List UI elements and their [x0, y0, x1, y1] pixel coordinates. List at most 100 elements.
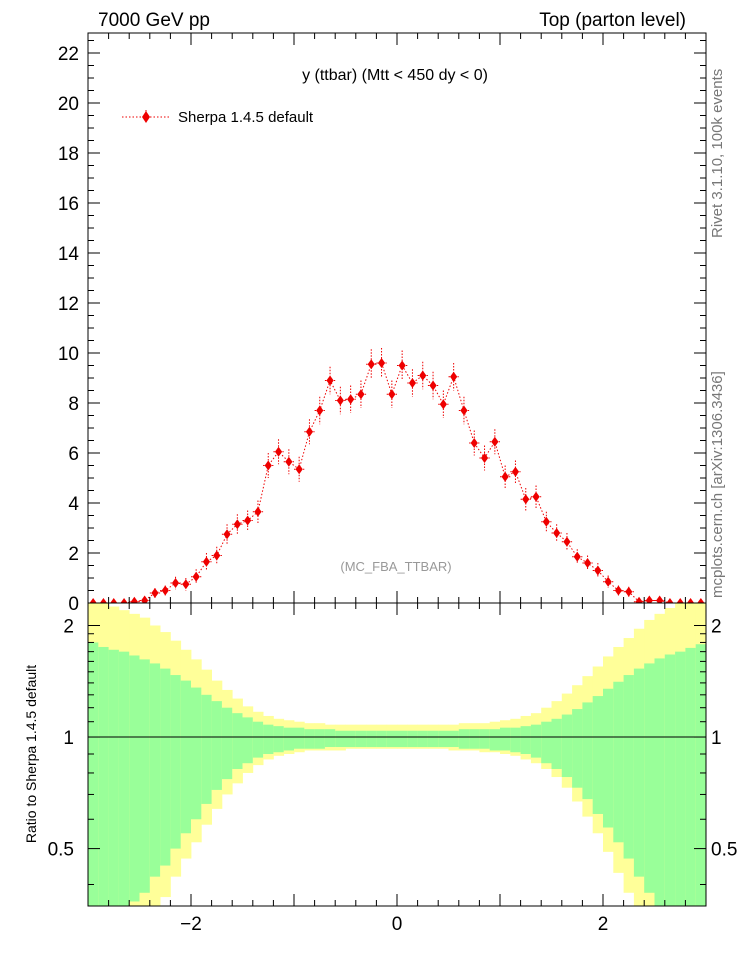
ratio-inner-band-bin [283, 727, 295, 751]
data-point-diamond [336, 395, 344, 406]
data-point-diamond [450, 371, 458, 382]
ratio-inner-band-bin [304, 729, 315, 749]
ratio-inner-band-bin [469, 729, 480, 749]
ratio-inner-band-bin [252, 721, 264, 758]
ratio-inner-band-bin [139, 659, 151, 893]
data-point-diamond [357, 389, 365, 400]
ratio-inner-band-bin [520, 726, 532, 755]
ratio-inner-band-bin [191, 687, 202, 820]
main-plot-data-layer [88, 348, 706, 603]
ratio-inner-band-bin [479, 729, 491, 749]
data-point-diamond [223, 529, 231, 540]
ratio-inner-band-bin [438, 730, 449, 748]
ratio-y-tick-label-right: 2 [711, 616, 722, 637]
ratio-inner-band-bin [366, 730, 377, 748]
ratio-y-tick-label-right: 1 [711, 728, 722, 749]
ratio-inner-band-bin [644, 663, 655, 893]
data-point-diamond [120, 598, 128, 603]
ratio-inner-band-bin [561, 714, 573, 778]
ratio-inner-band-bin [417, 730, 429, 748]
data-point-diamond [625, 586, 633, 597]
data-point-diamond [151, 588, 159, 598]
data-point-diamond [429, 380, 437, 391]
ratio-inner-band-bin [98, 646, 109, 906]
ratio-plot-axis-ticks: 0.5 0.5 1 1 2 2 −2 0 2 [48, 603, 737, 935]
data-point-diamond [89, 598, 97, 603]
y-tick-label: 6 [68, 444, 79, 465]
data-point-diamond [388, 389, 396, 400]
data-point-diamond [656, 595, 664, 603]
data-point-diamond [233, 519, 241, 530]
ratio-y-axis-label: Ratio to Sherpa 1.4.5 default [23, 665, 39, 843]
x-tick-label: 2 [598, 914, 609, 935]
y-tick-label: 14 [58, 244, 80, 265]
ratio-inner-band-bin [685, 647, 697, 906]
ratio-inner-band-bin [623, 675, 635, 859]
ratio-bands-layer [88, 603, 706, 906]
data-point-diamond [99, 598, 108, 603]
ratio-inner-band-bin [180, 680, 192, 834]
ratio-inner-band-bin [633, 668, 645, 877]
ratio-inner-band-bin [108, 649, 120, 906]
data-point-diamond [408, 378, 417, 388]
ratio-inner-band-bin [572, 709, 583, 788]
ratio-inner-band-bin [448, 730, 460, 748]
ratio-inner-band-bin [345, 730, 357, 748]
ratio-inner-band-bin [149, 663, 161, 877]
ratio-inner-band-bin [211, 701, 223, 790]
data-point-diamond [130, 596, 138, 603]
ratio-inner-band-bin [201, 694, 212, 804]
y-tick-label: 16 [58, 194, 79, 215]
data-point-diamond [511, 466, 520, 477]
ratio-inner-band-bin [294, 727, 305, 749]
y-tick-label: 8 [68, 394, 79, 415]
ratio-inner-band-bin [427, 730, 439, 748]
data-point-diamond [645, 595, 653, 603]
ratio-inner-band-bin [654, 658, 666, 906]
ratio-y-tick-label-left: 0.5 [48, 840, 74, 861]
legend-label: Sherpa 1.4.5 default [178, 109, 314, 126]
ratio-inner-band-bin [88, 642, 99, 906]
ratio-plot-panel: 0.5 0.5 1 1 2 2 −2 0 2 Ratio to Sherpa 1.4.5 def… [23, 602, 737, 935]
ratio-inner-band-bin [118, 651, 130, 906]
data-point-diamond [583, 558, 592, 568]
ratio-inner-band-bin [242, 717, 254, 764]
data-point-diamond [697, 598, 705, 603]
ratio-y-tick-label-left: 1 [63, 728, 74, 749]
ratio-inner-band-bin [603, 688, 614, 828]
data-point-diamond [202, 556, 211, 567]
ratio-inner-band-bin [376, 730, 388, 748]
data-point-diamond [491, 436, 499, 447]
ratio-inner-band-bin [232, 713, 243, 769]
ratio-inner-band-bin [675, 651, 686, 906]
main-plot-panel: 0 2 4 6 8 10 12 14 16 18 20 22 y (ttbar) (Mtt < 450… [58, 32, 707, 615]
rivet-version-text: Rivet 3.1.10, 100k events [709, 69, 726, 238]
data-point-diamond [171, 578, 180, 588]
ratio-y-tick-label-left: 2 [63, 616, 74, 637]
y-tick-label: 2 [68, 544, 79, 565]
y-tick-label: 22 [58, 44, 79, 65]
ratio-inner-band-bin [397, 730, 408, 748]
ratio-inner-band-bin [500, 727, 511, 751]
x-tick-label: −2 [180, 914, 202, 935]
ratio-inner-band-bin [386, 730, 398, 748]
data-point-diamond [542, 516, 550, 527]
data-point-diamond [213, 550, 221, 561]
data-point-diamond [604, 576, 612, 587]
data-point-diamond [377, 358, 386, 368]
data-point-diamond [635, 596, 643, 603]
data-point-diamond [522, 494, 530, 505]
ratio-inner-band-bin [273, 726, 285, 753]
ratio-inner-band-bin [170, 675, 182, 849]
ratio-y-tick-label-right: 0.5 [711, 840, 737, 861]
data-point-diamond [419, 370, 427, 381]
data-point-diamond [347, 394, 355, 405]
data-point-diamond [244, 515, 252, 526]
ratio-inner-band-bin [129, 655, 140, 902]
y-tick-label: 18 [58, 144, 79, 165]
data-point-diamond [110, 598, 118, 603]
data-point-diamond [192, 571, 200, 582]
data-point-diamond [676, 598, 684, 603]
data-point-diamond [367, 359, 375, 370]
ratio-inner-band-bin [355, 730, 367, 748]
